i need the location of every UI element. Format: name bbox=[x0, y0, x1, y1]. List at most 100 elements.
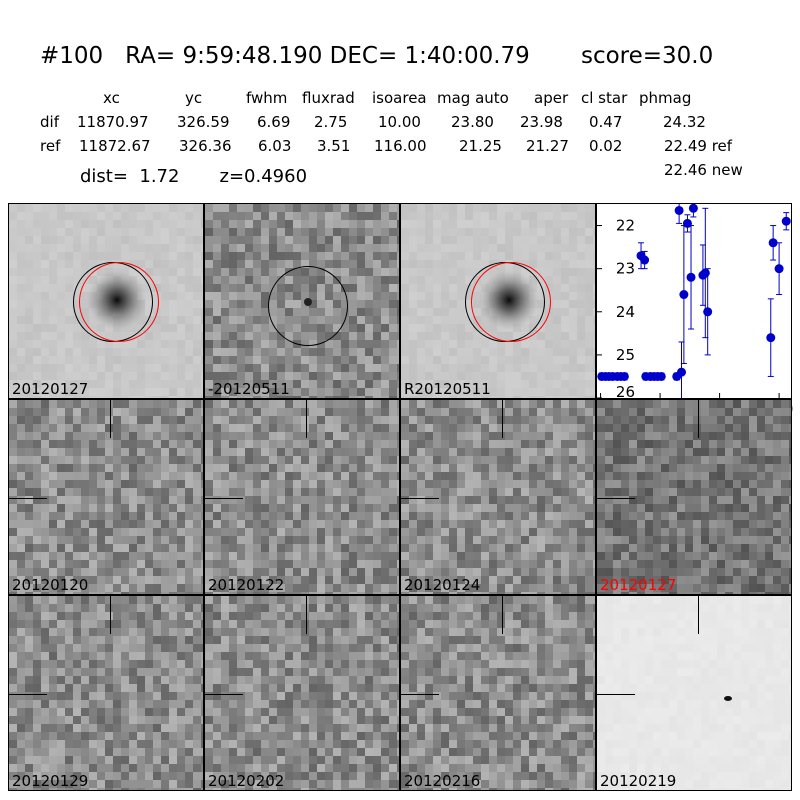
data-point bbox=[674, 205, 684, 215]
stamp-grid: 20120127 -20120511 R20120511 22232425260… bbox=[8, 203, 793, 791]
horizontal-marker bbox=[205, 498, 243, 499]
horizontal-marker bbox=[9, 694, 47, 695]
stamp-image bbox=[597, 596, 791, 790]
cell-cl-star: 0.02 bbox=[589, 137, 623, 155]
cell-xc: 11872.67 bbox=[79, 137, 151, 155]
stamp-label: -20120511 bbox=[208, 380, 290, 398]
candidate-title: #100 RA= 9:59:48.190 DEC= 1:40:00.79 sco… bbox=[40, 43, 714, 69]
light-curve-svg: 2223242526050100150 bbox=[596, 203, 793, 418]
epoch-stamp: 20120129 bbox=[8, 595, 204, 791]
stamp-image bbox=[205, 204, 399, 398]
data-point bbox=[686, 272, 696, 282]
col-phmag: phmag bbox=[639, 89, 692, 107]
col-yc: yc bbox=[185, 89, 203, 107]
epoch-label: 20120202 bbox=[208, 772, 285, 790]
horizontal-marker bbox=[597, 694, 635, 695]
vertical-marker bbox=[698, 400, 699, 438]
y-tick-label: 25 bbox=[616, 346, 635, 364]
phmag-new: 22.46 new bbox=[0, 161, 800, 185]
cell-aper: 23.98 bbox=[520, 113, 563, 131]
epoch-label: 20120129 bbox=[12, 772, 89, 790]
vertical-marker bbox=[502, 596, 503, 634]
data-point bbox=[640, 255, 650, 265]
col-isoarea: isoarea bbox=[372, 89, 427, 107]
data-point bbox=[677, 367, 687, 377]
data-point bbox=[781, 216, 791, 226]
cell-fluxrad: 2.75 bbox=[314, 113, 348, 131]
stamp-difference: -20120511 bbox=[204, 203, 400, 399]
y-tick-label: 22 bbox=[616, 217, 635, 235]
cell-fluxrad: 3.51 bbox=[317, 137, 351, 155]
col-fwhm: fwhm bbox=[246, 89, 288, 107]
vertical-marker bbox=[502, 400, 503, 438]
cell-mag-auto: 21.25 bbox=[459, 137, 502, 155]
epoch-stamp: 20120124 bbox=[400, 399, 596, 595]
stamp-label: 20120127 bbox=[12, 380, 89, 398]
epoch-label: 20120216 bbox=[404, 772, 481, 790]
col-aper: aper bbox=[534, 89, 569, 107]
horizontal-marker bbox=[205, 694, 243, 695]
row-label: ref bbox=[40, 137, 61, 155]
y-tick-label: 24 bbox=[616, 303, 635, 321]
data-point bbox=[774, 264, 784, 274]
black-aperture-circle bbox=[268, 266, 348, 346]
cell-xc: 11870.97 bbox=[77, 113, 149, 131]
stamp-label: R20120511 bbox=[404, 380, 491, 398]
epoch-stamp: 20120202 bbox=[204, 595, 400, 791]
horizontal-marker bbox=[401, 498, 439, 499]
col-xc: xc bbox=[103, 89, 120, 107]
red-aperture-circle bbox=[471, 262, 551, 342]
data-point bbox=[700, 268, 710, 278]
vertical-marker bbox=[698, 596, 699, 634]
epoch-stamp-highlighted: 20120127 bbox=[596, 399, 792, 595]
stats-row-dif: dif 11870.97 326.59 6.69 2.75 10.00 23.8… bbox=[0, 113, 800, 137]
y-tick-label: 23 bbox=[616, 260, 635, 278]
stamp-image bbox=[401, 400, 595, 594]
row-label: dif bbox=[40, 113, 59, 131]
stats-row-ref: ref 11872.67 326.36 6.03 3.51 116.00 21.… bbox=[0, 137, 800, 161]
epoch-stamp: 20120120 bbox=[8, 399, 204, 595]
cell-phmag: 22.49 ref bbox=[664, 137, 733, 155]
data-point bbox=[656, 371, 666, 381]
horizontal-marker bbox=[597, 498, 635, 499]
cell-isoarea: 116.00 bbox=[374, 137, 427, 155]
cell-isoarea: 10.00 bbox=[378, 113, 421, 131]
stats-header-row: xc yc fwhm fluxrad isoarea mag auto aper… bbox=[0, 89, 800, 113]
cell-aper: 21.27 bbox=[526, 137, 569, 155]
cell-yc: 326.59 bbox=[177, 113, 230, 131]
data-point bbox=[766, 333, 776, 343]
stamp-reference-epoch: 20120127 bbox=[8, 203, 204, 399]
data-point bbox=[703, 307, 713, 317]
distance-redshift: dist= 1.72 z=0.4960 bbox=[80, 166, 308, 187]
vertical-marker bbox=[306, 596, 307, 634]
cell-cl-star: 0.47 bbox=[589, 113, 623, 131]
source-dot bbox=[724, 696, 732, 701]
epoch-label: 20120127 bbox=[600, 576, 677, 594]
epoch-stamp: 20120216 bbox=[400, 595, 596, 791]
horizontal-marker bbox=[9, 498, 47, 499]
cell-fwhm: 6.69 bbox=[257, 113, 291, 131]
stamp-image bbox=[9, 400, 203, 594]
epoch-stamp: 20120122 bbox=[204, 399, 400, 595]
stamp-image bbox=[205, 400, 399, 594]
y-tick-label: 26 bbox=[616, 383, 635, 401]
vertical-marker bbox=[306, 400, 307, 438]
stamp-image bbox=[597, 400, 791, 594]
stamp-ref-image: R20120511 bbox=[400, 203, 596, 399]
data-point bbox=[688, 203, 698, 213]
cell-phmag: 24.32 bbox=[663, 113, 706, 131]
stamp-image bbox=[401, 596, 595, 790]
stamp-image bbox=[205, 596, 399, 790]
horizontal-marker bbox=[401, 694, 439, 695]
cell-fwhm: 6.03 bbox=[258, 137, 292, 155]
stamp-image bbox=[9, 596, 203, 790]
epoch-label: 20120219 bbox=[600, 772, 677, 790]
data-point bbox=[768, 238, 778, 248]
data-point bbox=[679, 290, 689, 300]
light-curve-plot: 2223242526050100150 bbox=[596, 203, 793, 418]
vertical-marker bbox=[110, 400, 111, 438]
red-aperture-circle bbox=[79, 262, 159, 342]
phmag-new-value: 22.46 new bbox=[664, 161, 743, 179]
col-cl-star: cl star bbox=[581, 89, 628, 107]
epoch-label: 20120122 bbox=[208, 576, 285, 594]
